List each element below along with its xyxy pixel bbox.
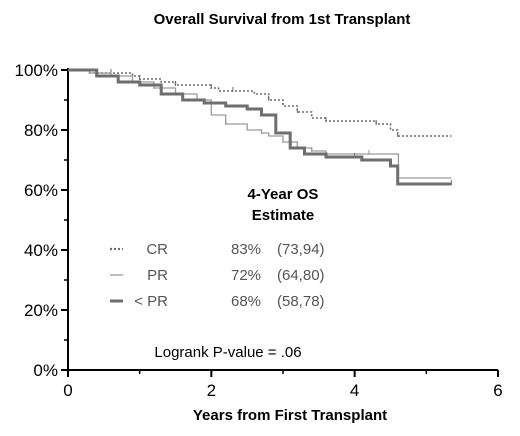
axes: 0% 20% 40% 60% 80% 100% 0 2 4 6	[15, 61, 503, 400]
y-tick-label: 80%	[24, 121, 58, 140]
series-curve-0	[68, 69, 452, 137]
legend-series-name: < PR	[134, 293, 168, 310]
chart-title: Overall Survival from 1st Transplant	[154, 11, 411, 28]
series-curve-2	[68, 68, 452, 186]
estimate-header-line2: Estimate	[252, 207, 315, 224]
y-tick-label: 20%	[24, 301, 58, 320]
legend-series-name: CR	[146, 241, 168, 258]
x-tick-label: 4	[350, 381, 359, 400]
legend-estimate: 83%	[231, 241, 261, 258]
legend-estimate: 72%	[231, 267, 261, 284]
legend: CR 83% (73,94) PR 72% (64,80) < PR 68% (58,78)	[110, 241, 325, 310]
x-tick-label: 0	[63, 381, 72, 400]
legend-estimate: 68%	[231, 293, 261, 310]
x-tick-label: 6	[493, 381, 502, 400]
logrank-pvalue: Logrank P-value = .06	[154, 344, 301, 361]
estimate-header-line1: 4-Year OS	[248, 186, 319, 203]
survival-curves	[68, 68, 452, 186]
legend-ci: (73,94)	[277, 241, 325, 258]
legend-series-name: PR	[147, 267, 168, 284]
x-axis-label: Years from First Transplant	[193, 407, 387, 424]
y-tick-label: 100%	[15, 61, 58, 80]
y-tick-label: 40%	[24, 241, 58, 260]
legend-ci: (64,80)	[277, 267, 325, 284]
y-tick-label: 60%	[24, 181, 58, 200]
x-tick-label: 2	[207, 381, 216, 400]
series-curve-1	[68, 69, 452, 179]
y-tick-label: 0%	[33, 361, 58, 380]
legend-ci: (58,78)	[277, 293, 325, 310]
